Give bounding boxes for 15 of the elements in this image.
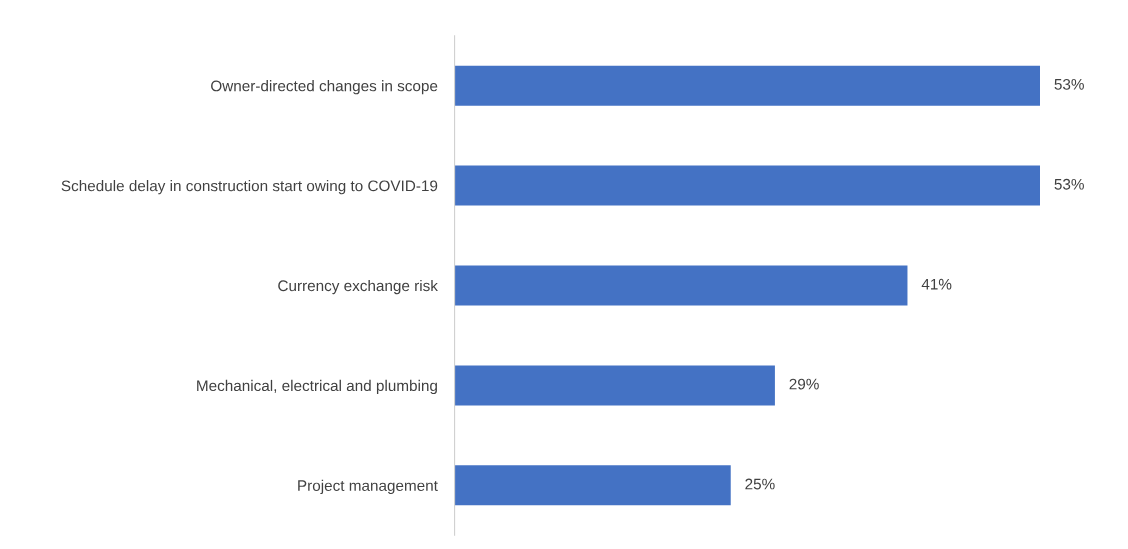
y-tick-label: Mechanical, electrical and plumbing — [197, 379, 437, 395]
bar — [454, 165, 1041, 206]
bar — [454, 365, 775, 406]
y-tick-label: Schedule delay in construction start owing to COVID-19 — [61, 180, 438, 195]
data-label: 29% — [789, 378, 819, 390]
y-tick-label: Owner-directed changes in scope — [211, 80, 438, 95]
data-label: 53% — [1054, 178, 1084, 190]
data-label: 53% — [1054, 78, 1084, 90]
data-label: 41% — [921, 278, 952, 290]
y-tick-label: Currency exchange risk — [278, 279, 438, 295]
data-label: 25% — [745, 478, 775, 490]
bar — [454, 265, 908, 306]
bar — [454, 65, 1041, 106]
y-tick-label: Project management — [298, 479, 438, 495]
bar — [454, 465, 731, 506]
